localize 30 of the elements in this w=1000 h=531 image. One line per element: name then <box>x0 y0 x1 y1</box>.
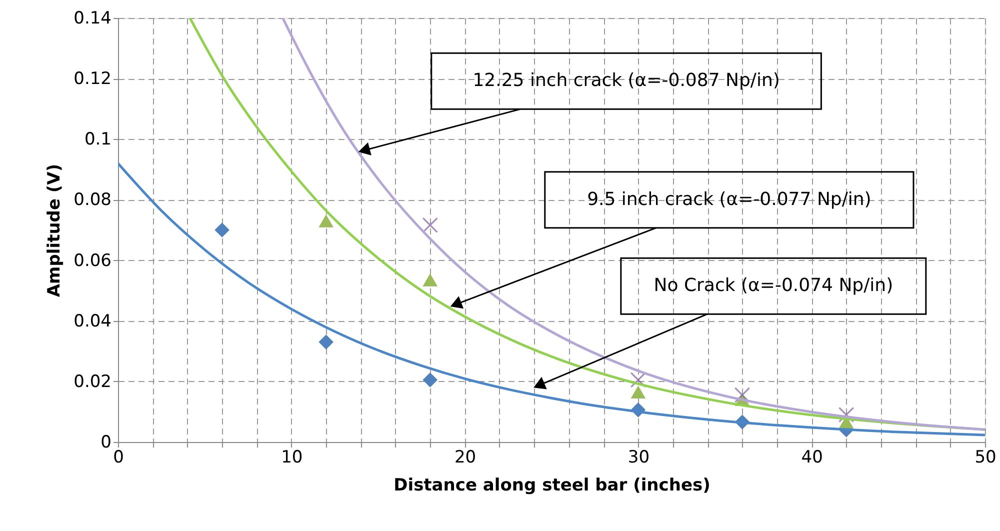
y-tick-label: 0.04 <box>74 311 112 332</box>
point <box>734 387 750 403</box>
x-tick-label: 10 <box>281 448 303 468</box>
point <box>838 406 854 423</box>
y-tick-label: 0.12 <box>74 69 112 90</box>
point <box>630 386 646 398</box>
y-tick-label: 0.14 <box>74 8 112 28</box>
x-axis-title: Distance along steel bar (inches) <box>394 476 710 496</box>
annotation: 12.25 inch crack (α=-0.087 Np/in) <box>472 70 780 92</box>
annotation: 9.5 inch crack (α=-0.077 Np/in) <box>587 188 872 210</box>
point <box>422 274 438 286</box>
point <box>214 222 230 238</box>
y-tick-label: 0.02 <box>74 372 112 392</box>
annotation: No Crack (α=-0.074 Np/in) <box>654 275 894 296</box>
x-tick-label: 50 <box>974 448 996 468</box>
line-series <box>118 162 985 436</box>
y-tick-label: 0 <box>100 432 112 452</box>
y-tick-label: 0.06 <box>74 250 112 271</box>
x-tick-label: 20 <box>454 448 476 468</box>
point <box>422 217 438 234</box>
x-tick-label: 30 <box>628 448 650 468</box>
x-tick-label: 40 <box>801 448 823 468</box>
x-tick-label: 0 <box>113 448 124 468</box>
y-tick-label: 0.1 <box>84 130 112 150</box>
point <box>318 334 334 350</box>
point <box>422 372 438 388</box>
y-tick-label: 0.08 <box>74 190 112 210</box>
point <box>318 214 334 228</box>
point <box>630 372 646 388</box>
y-axis-title: Amplitude (V) <box>44 164 65 298</box>
